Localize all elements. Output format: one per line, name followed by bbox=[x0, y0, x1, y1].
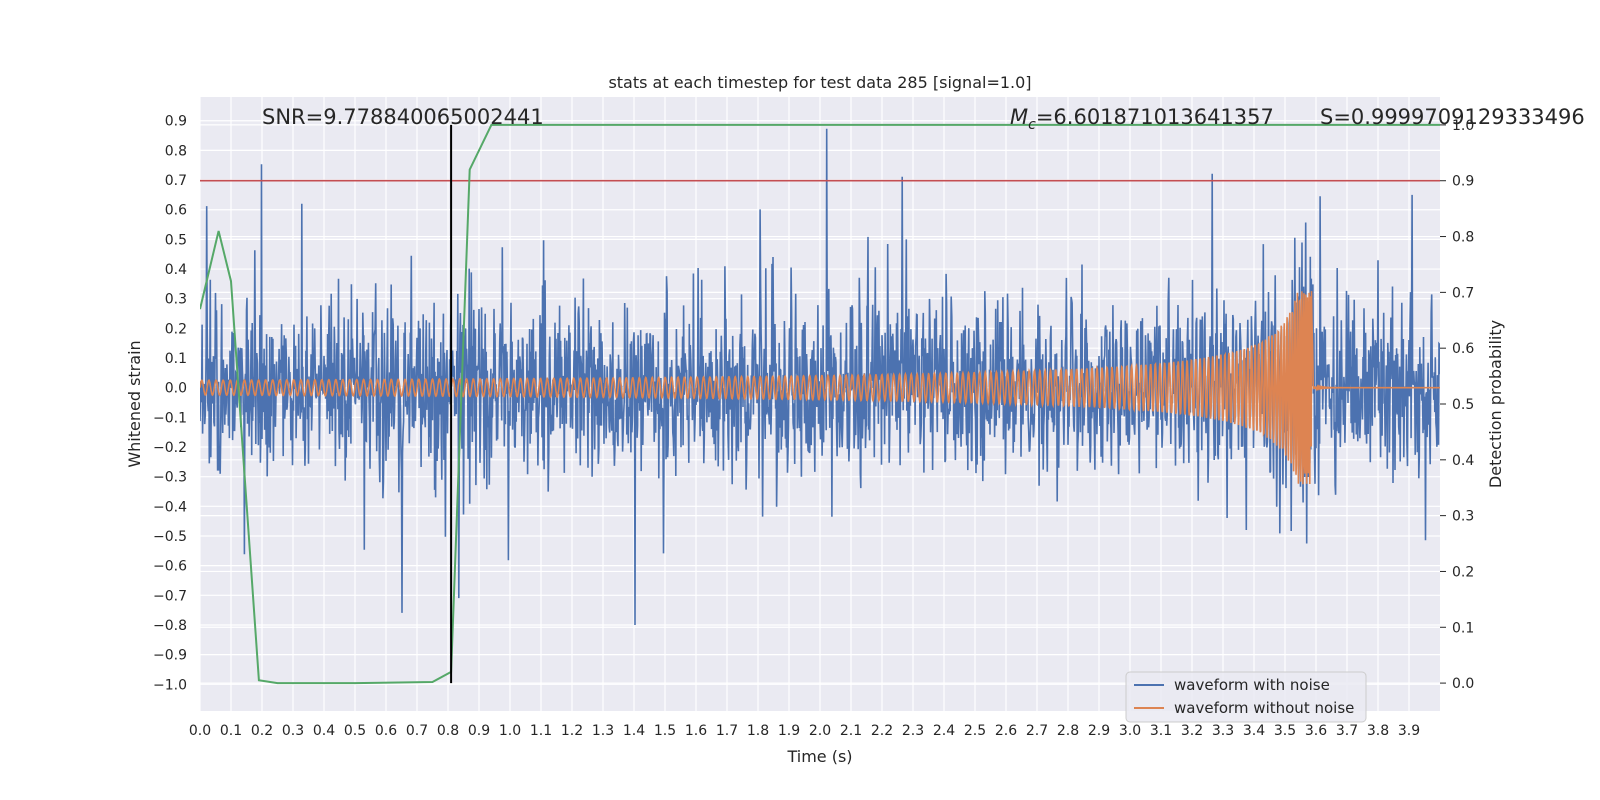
x-axis-ticks: 0.0 0.1 0.2 0.3 0.4 0.5 0.6 0.7 0.8 0.9 1.0 1.1 1.2 1… bbox=[189, 723, 1420, 739]
x-tick-label: 1.3 bbox=[592, 723, 614, 739]
y-tick-label: −0.3 bbox=[153, 470, 187, 486]
legend-box bbox=[1125, 671, 1367, 723]
y-tick-label: 0.5 bbox=[165, 232, 187, 248]
y2-tick-label: 0.5 bbox=[1452, 397, 1474, 413]
x-tick-label: 2.6 bbox=[995, 723, 1017, 739]
y2-tick-label: 0.6 bbox=[1452, 341, 1474, 357]
chirp-mass-value: =6.601871013641357 bbox=[1036, 105, 1274, 129]
legend-label-noise: waveform with noise bbox=[1174, 676, 1330, 694]
x-tick-label: 1.0 bbox=[499, 723, 521, 739]
y-tick-label: 0.4 bbox=[165, 262, 187, 278]
y-tick-label: −1.0 bbox=[153, 677, 187, 693]
x-tick-label: 0.5 bbox=[344, 723, 366, 739]
x-tick-label: 3.8 bbox=[1367, 723, 1389, 739]
legend: waveform with noise waveform without noi… bbox=[1125, 671, 1367, 723]
y2-tick-label: 0.2 bbox=[1452, 564, 1474, 580]
detection-probability-line bbox=[200, 123, 1440, 685]
y-axis-label: Whitened strain bbox=[125, 340, 144, 467]
waveform-without-noise-line bbox=[200, 291, 1440, 485]
x-tick-label: 3.6 bbox=[1305, 723, 1327, 739]
y2-tick-label: 0.0 bbox=[1452, 676, 1474, 692]
y2-tick-label: 0.7 bbox=[1452, 285, 1474, 301]
x-tick-label: 0.1 bbox=[220, 723, 242, 739]
x-tick-label: 1.8 bbox=[747, 723, 769, 739]
y-tick-label: −0.1 bbox=[153, 410, 187, 426]
y-tick-label: −0.9 bbox=[153, 648, 187, 664]
chart-title: stats at each timestep for test data 285… bbox=[608, 73, 1031, 92]
x-tick-label: 0.4 bbox=[313, 723, 335, 739]
x-tick-label: 2.4 bbox=[933, 723, 955, 739]
y-tick-label: −0.5 bbox=[153, 529, 187, 545]
waveform-with-noise-line bbox=[200, 128, 1440, 626]
y-tick-label: −0.8 bbox=[153, 618, 187, 634]
y-tick-label: −0.6 bbox=[153, 559, 187, 575]
y2-tick-label: 0.4 bbox=[1452, 453, 1474, 469]
chirp-mass-annotation: Mc=6.601871013641357 bbox=[1010, 105, 1274, 133]
snr-annotation: SNR=9.778840065002441 bbox=[262, 105, 544, 129]
x-tick-label: 3.9 bbox=[1398, 723, 1420, 739]
x-tick-label: 3.5 bbox=[1274, 723, 1296, 739]
y-tick-label: 0.6 bbox=[165, 203, 187, 219]
y2-tick-label: 0.8 bbox=[1452, 230, 1474, 246]
x-tick-label: 1.4 bbox=[623, 723, 645, 739]
plot-content bbox=[200, 123, 1440, 685]
s-annotation: S=0.9999709129333496 bbox=[1320, 105, 1585, 129]
y-tick-label: 0.0 bbox=[165, 381, 187, 397]
x-tick-label: 0.2 bbox=[251, 723, 273, 739]
x-tick-label: 1.5 bbox=[654, 723, 676, 739]
y-tick-label: 0.7 bbox=[165, 173, 187, 189]
y-tick-label: −0.7 bbox=[153, 588, 187, 604]
x-tick-label: 3.1 bbox=[1150, 723, 1172, 739]
x-tick-label: 2.9 bbox=[1088, 723, 1110, 739]
x-tick-label: 2.5 bbox=[964, 723, 986, 739]
y2-tick-label: 1.0 bbox=[1452, 118, 1474, 134]
x-tick-label: 0.9 bbox=[468, 723, 490, 739]
y-axis-ticks: 0.9 0.8 0.7 0.6 0.5 0.4 0.3 0.2 0.1 0.0 −0.1 −0.2 −0… bbox=[153, 114, 187, 694]
y-tick-label: 0.8 bbox=[165, 143, 187, 159]
x-tick-label: 2.3 bbox=[902, 723, 924, 739]
y-tick-label: −0.4 bbox=[153, 499, 187, 515]
y-tick-label: 0.9 bbox=[165, 114, 187, 130]
x-tick-label: 2.1 bbox=[840, 723, 862, 739]
legend-label-clean: waveform without noise bbox=[1174, 699, 1354, 717]
x-tick-label: 3.7 bbox=[1336, 723, 1358, 739]
x-axis-label: Time (s) bbox=[786, 747, 852, 766]
y2-tick-label: 0.9 bbox=[1452, 174, 1474, 190]
y2-tick-label: 0.1 bbox=[1452, 620, 1474, 636]
x-tick-label: 0.8 bbox=[437, 723, 459, 739]
x-tick-label: 1.2 bbox=[561, 723, 583, 739]
x-tick-label: 3.4 bbox=[1243, 723, 1265, 739]
y-tick-label: 0.2 bbox=[165, 321, 187, 337]
chirp-mass-subscript: c bbox=[1028, 117, 1036, 133]
x-tick-label: 2.7 bbox=[1026, 723, 1048, 739]
x-tick-label: 2.2 bbox=[871, 723, 893, 739]
x-tick-label: 2.8 bbox=[1057, 723, 1079, 739]
x-tick-label: 0.0 bbox=[189, 723, 211, 739]
x-tick-label: 0.6 bbox=[375, 723, 397, 739]
chirp-mass-symbol: M bbox=[1010, 105, 1028, 129]
y2-axis-label: Detection probability bbox=[1486, 320, 1505, 488]
x-tick-label: 3.3 bbox=[1212, 723, 1234, 739]
x-tick-label: 1.1 bbox=[530, 723, 552, 739]
x-tick-label: 3.0 bbox=[1119, 723, 1141, 739]
y-tick-label: −0.2 bbox=[153, 440, 187, 456]
x-tick-label: 0.7 bbox=[406, 723, 428, 739]
y2-axis-ticks: 1.0 0.9 0.8 0.7 0.6 0.5 0.4 0.3 0.2 0.1 0.0 bbox=[1440, 118, 1474, 692]
y2-tick-label: 0.3 bbox=[1452, 509, 1474, 525]
x-tick-label: 1.6 bbox=[685, 723, 707, 739]
y-tick-label: 0.1 bbox=[165, 351, 187, 367]
x-tick-label: 1.7 bbox=[716, 723, 738, 739]
x-tick-label: 1.9 bbox=[778, 723, 800, 739]
x-tick-label: 3.2 bbox=[1181, 723, 1203, 739]
x-tick-label: 2.0 bbox=[809, 723, 831, 739]
y-tick-label: 0.3 bbox=[165, 292, 187, 308]
x-tick-label: 0.3 bbox=[282, 723, 304, 739]
